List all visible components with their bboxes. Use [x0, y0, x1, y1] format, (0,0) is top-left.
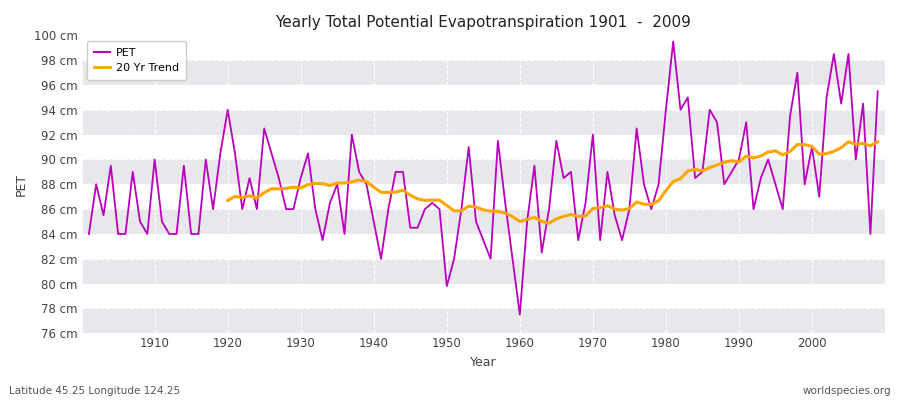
Title: Yearly Total Potential Evapotranspiration 1901  -  2009: Yearly Total Potential Evapotranspiratio…: [275, 15, 691, 30]
Legend: PET, 20 Yr Trend: PET, 20 Yr Trend: [87, 41, 185, 80]
Y-axis label: PET: PET: [15, 173, 28, 196]
Bar: [82, 259, 885, 284]
Bar: [82, 160, 885, 184]
Text: worldspecies.org: worldspecies.org: [803, 386, 891, 396]
Bar: [82, 209, 885, 234]
X-axis label: Year: Year: [470, 356, 497, 369]
Bar: [82, 308, 885, 333]
Text: Latitude 45.25 Longitude 124.25: Latitude 45.25 Longitude 124.25: [9, 386, 180, 396]
Bar: [82, 60, 885, 85]
Bar: [82, 110, 885, 135]
